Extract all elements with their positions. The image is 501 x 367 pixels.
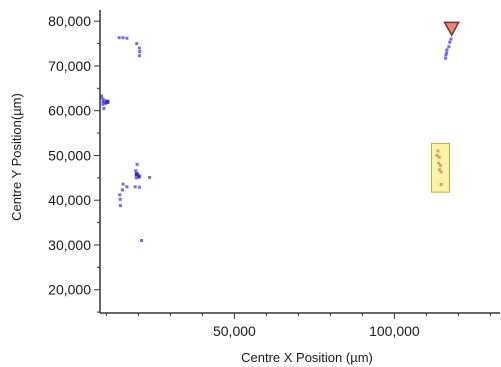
data-point: [120, 188, 124, 192]
x-axis-ticks: 50,000 100,000: [105, 313, 491, 339]
y-tick-label: 30,000: [48, 237, 91, 253]
data-point: [134, 172, 139, 177]
axes: [99, 10, 500, 314]
data-point: [137, 46, 141, 50]
data-point: [103, 100, 108, 105]
data-point: [138, 50, 142, 54]
data-point: [137, 185, 141, 189]
highlight-point: [435, 154, 439, 157]
data-point: [101, 102, 105, 106]
y-tick-label: 20,000: [48, 282, 91, 298]
data-point: [449, 37, 453, 41]
data-point: [137, 54, 141, 58]
marker-triangle: [443, 21, 460, 37]
data-point: [135, 42, 139, 46]
data-point: [101, 98, 105, 101]
data-point: [125, 185, 129, 189]
y-axis-ticks: 20,000 30,000 40,000 50,000 60,000 70,000 80,0…: [48, 13, 100, 313]
data-point: [118, 193, 122, 197]
data-point: [135, 162, 139, 166]
y-tick-label: 70,000: [48, 58, 91, 74]
data-point: [444, 53, 448, 57]
data-point: [133, 185, 137, 189]
data-point: [117, 36, 121, 40]
highlight-point: [437, 161, 441, 165]
y-tick-label: 80,000: [48, 13, 91, 29]
x-tick-label: 50,000: [213, 323, 256, 339]
data-point: [102, 107, 106, 110]
data-point: [118, 197, 122, 201]
highlight-point: [436, 149, 440, 153]
data-point: [121, 36, 125, 40]
y-tick-label: 50,000: [48, 147, 91, 163]
data-point: [148, 175, 152, 179]
data-point: [447, 45, 451, 49]
data-point: [136, 174, 141, 179]
x-tick-label: 100,000: [369, 323, 420, 339]
data-point: [105, 99, 110, 104]
data-point: [134, 176, 138, 180]
y-axis-title: Centre Y Position(µm): [9, 93, 24, 221]
highlight-point: [439, 163, 442, 167]
highlight-point: [439, 170, 443, 174]
data-point: [119, 204, 122, 208]
highlight-point: [438, 168, 441, 172]
x-axis-title: Centre X Position (µm): [241, 350, 373, 365]
data-point: [134, 169, 138, 173]
y-tick-label: 60,000: [48, 103, 91, 119]
data-point: [121, 182, 125, 186]
data-point: [101, 100, 105, 104]
data-point: [445, 51, 449, 55]
data-point: [448, 40, 452, 44]
data-point: [140, 239, 144, 242]
plot-area: [100, 21, 460, 242]
data-point: [125, 36, 129, 40]
y-tick-label: 40,000: [48, 192, 91, 208]
data-point: [445, 48, 449, 52]
data-point: [100, 94, 104, 98]
data-point: [444, 56, 448, 60]
highlight-point: [439, 183, 443, 186]
highlight-point: [437, 155, 441, 159]
